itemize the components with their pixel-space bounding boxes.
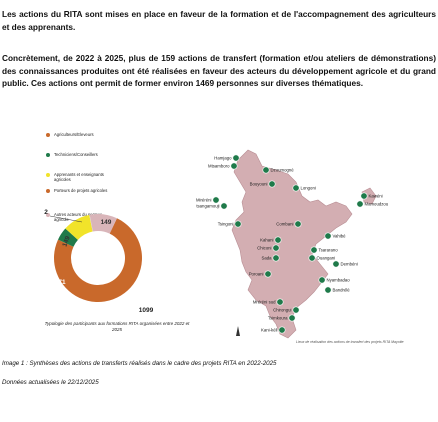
map-marker (356, 200, 364, 208)
donut-value-label: 149 (61, 235, 71, 248)
legend-label: Techniciens/Conseillers (54, 152, 98, 157)
map-place-label: Chiconi (257, 246, 271, 251)
map-marker (324, 286, 332, 294)
map-marker (232, 154, 240, 162)
donut-slice (58, 228, 78, 247)
donut-value-label: 1099 (139, 307, 154, 314)
legend-dot (46, 212, 50, 217)
legend-item: Techniciens/Conseillers (46, 152, 98, 157)
map-place-label: Dzoumogné (271, 168, 295, 173)
mayotte-island-shape (231, 149, 353, 339)
map-place-label: Mtsangamouji (196, 204, 220, 209)
map-marker (268, 180, 276, 188)
map-marker (272, 244, 280, 252)
participants-donut-chart: 1099 71 149 2 149 (44, 209, 154, 314)
legend-dot (46, 132, 50, 137)
donut-value-label: 2 (44, 209, 48, 216)
map-caption: Lieux de réalisation des actions de tran… (296, 340, 404, 344)
map-marker (324, 232, 332, 240)
map-place-label: Kahani (260, 238, 273, 243)
legend-item: Autres acteurs du secteur agricole (46, 212, 116, 222)
map-marker (318, 276, 326, 284)
map-marker (230, 162, 238, 170)
map-marker (360, 192, 368, 200)
legend-item: Porteurs de projets agricoles (46, 188, 107, 193)
map-place-label: Longoni (301, 186, 316, 191)
map-place-label: Ouangani (317, 256, 336, 261)
intro-paragraph: Les actions du RITA sont mises en place … (2, 9, 436, 32)
donut-slice (54, 218, 142, 302)
map-place-label: Tsararano (319, 248, 339, 253)
donut-caption: Typologie des participants aux formation… (44, 321, 190, 332)
map-place-label: Chirongui (273, 308, 291, 313)
map-place-label: Dembéni (341, 262, 358, 267)
map-marker (294, 220, 302, 228)
map-marker (332, 260, 340, 268)
map-marker (278, 326, 286, 334)
legend-label: Autres acteurs du secteur agricole (54, 212, 102, 223)
map-place-label: Mamoudzou (365, 202, 389, 207)
donut-slice (89, 214, 93, 232)
legend-label: Agriculteurs/Eleveurs (54, 132, 94, 137)
map-marker (274, 236, 282, 244)
details-paragraph: Concrètement, de 2022 à 2025, plus de 15… (2, 53, 436, 89)
map-place-label: Kawéni (369, 194, 383, 199)
north-arrow-icon (236, 326, 240, 336)
map-place-label: Sada (261, 256, 272, 261)
update-date-note: Données actualisées le 22/12/2025 (2, 379, 99, 386)
map-marker (292, 306, 300, 314)
map-place-label: Bandrélé (333, 288, 351, 293)
donut-slice (89, 214, 117, 234)
map-place-label: Mtsamboro (208, 164, 230, 169)
legend-label: Apprenants et enseignants agricoles (54, 172, 104, 183)
map-marker (234, 220, 242, 228)
legend-dot (46, 172, 50, 177)
map-marker (292, 184, 300, 192)
legend-dot (46, 152, 50, 157)
map-marker (310, 246, 318, 254)
map-place-label: Nyambadao (327, 278, 351, 283)
map-marker (220, 202, 228, 210)
map-place-label: Poroani (249, 272, 264, 277)
donut-slice (65, 214, 93, 240)
legend-item: Apprenants et enseignants agricoles (46, 172, 116, 182)
map-marker (262, 166, 270, 174)
map-place-label: Kani-kéli (261, 328, 278, 333)
donut-value-label: 149 (101, 219, 112, 226)
map-place-label: Tsimkoura (268, 316, 288, 321)
map-markers: Hamjago Mtsamboro Dzoumogné Bouyouni Longoni… (196, 154, 389, 334)
map-place-label: Hamjago (214, 156, 232, 161)
callout-line (49, 215, 83, 223)
map-marker (212, 196, 220, 204)
petite-terre-island (361, 187, 377, 205)
map-marker (276, 298, 284, 306)
donut-value-label: 71 (58, 279, 66, 286)
legend-item: Agriculteurs/Eleveurs (46, 132, 94, 137)
map-marker (264, 270, 272, 278)
image-caption: Image 1 : Synthèses des actions de trans… (2, 360, 277, 367)
map-place-label: Combani (276, 222, 293, 227)
map-marker (308, 254, 316, 262)
mayotte-map: Hamjago Mtsamboro Dzoumogné Bouyouni Longoni… (196, 149, 389, 339)
legend-dot (46, 188, 50, 193)
map-marker (272, 254, 280, 262)
legend-label: Porteurs de projets agricoles (54, 188, 108, 193)
map-marker (288, 314, 296, 322)
map-place-label: Mréréni sud (253, 300, 276, 305)
map-place-label: Vahibé (333, 234, 347, 239)
map-place-label: Tsingoni (218, 222, 234, 227)
map-place-label: Bouyouni (250, 182, 268, 187)
map-place-label: Miréréni (196, 198, 212, 203)
